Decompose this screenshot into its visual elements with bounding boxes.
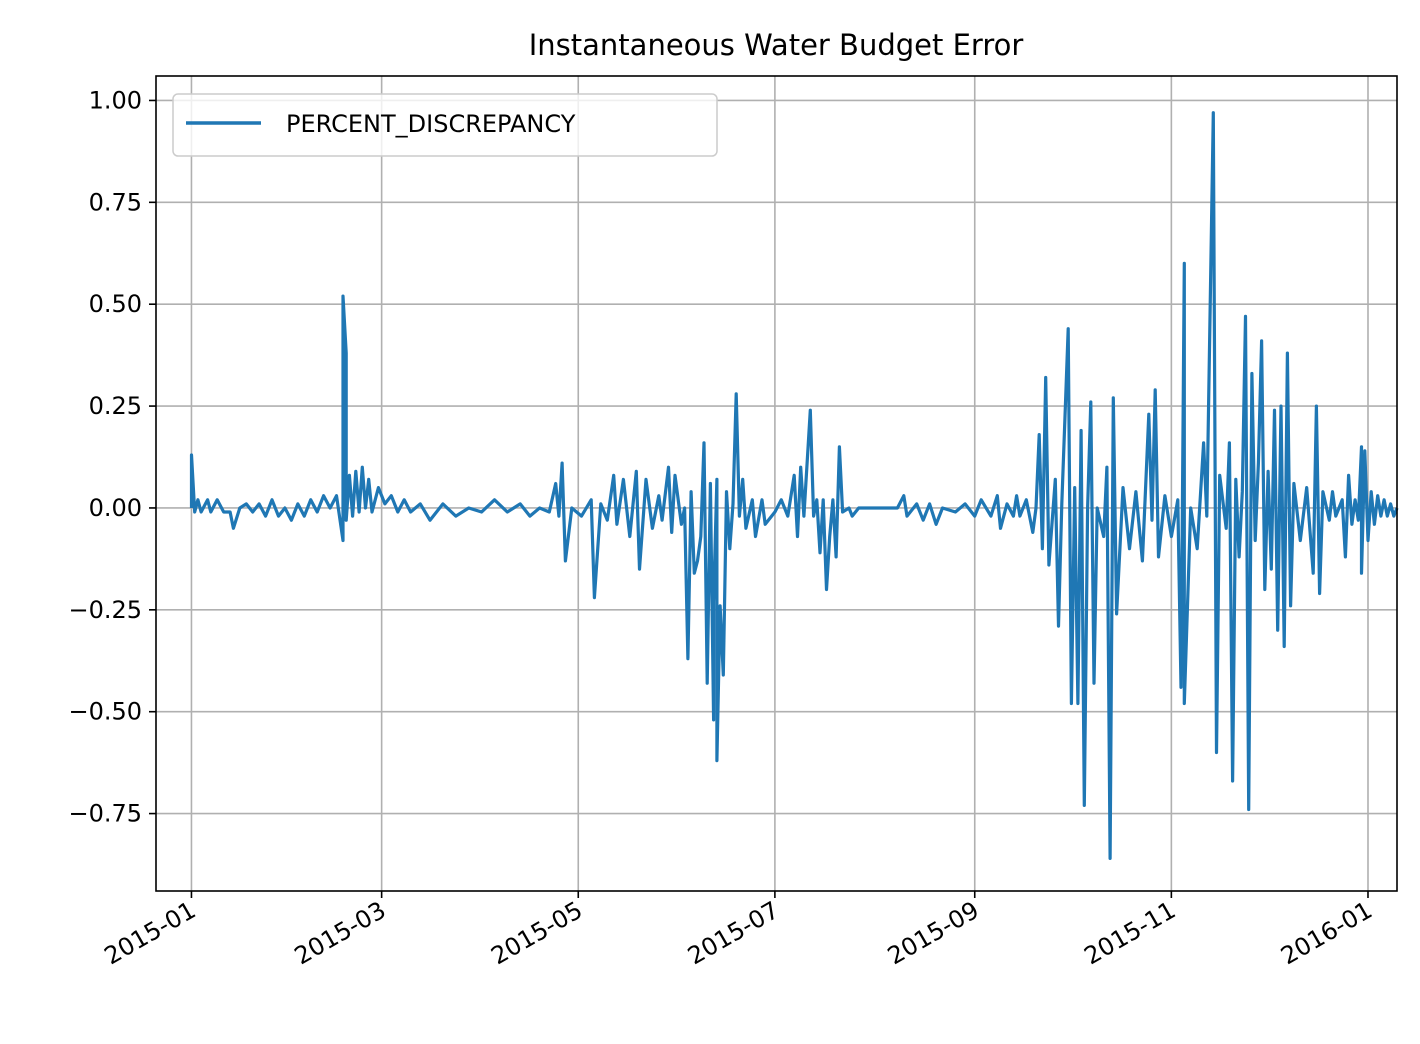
y-tick-label: 1.00 bbox=[89, 86, 142, 114]
y-tick-label: 0.50 bbox=[89, 290, 142, 318]
y-tick-label: −0.25 bbox=[68, 596, 142, 624]
series-layer bbox=[189, 111, 1399, 861]
y-tick-label: −0.50 bbox=[68, 698, 142, 726]
y-axis: 1.00 0.75 0.50 0.25 0.00 −0.25 −0.50 −0.75 bbox=[68, 86, 156, 828]
legend-label: PERCENT_DISCREPANCY bbox=[286, 110, 576, 138]
legend[interactable]: PERCENT_DISCREPANCY bbox=[172, 93, 718, 157]
axes-frame bbox=[155, 75, 1398, 892]
plot-area bbox=[155, 75, 1399, 892]
chart-title: Instantaneous Water Budget Error bbox=[529, 28, 1024, 62]
grid-lines bbox=[156, 76, 1397, 891]
y-tick-label: 0.75 bbox=[89, 188, 142, 216]
y-tick-label: 0.25 bbox=[89, 392, 142, 420]
legend-box bbox=[172, 93, 718, 157]
y-tick-label: 0.00 bbox=[89, 494, 142, 522]
series-line bbox=[189, 111, 1399, 861]
y-tick-label: −0.75 bbox=[68, 800, 142, 828]
